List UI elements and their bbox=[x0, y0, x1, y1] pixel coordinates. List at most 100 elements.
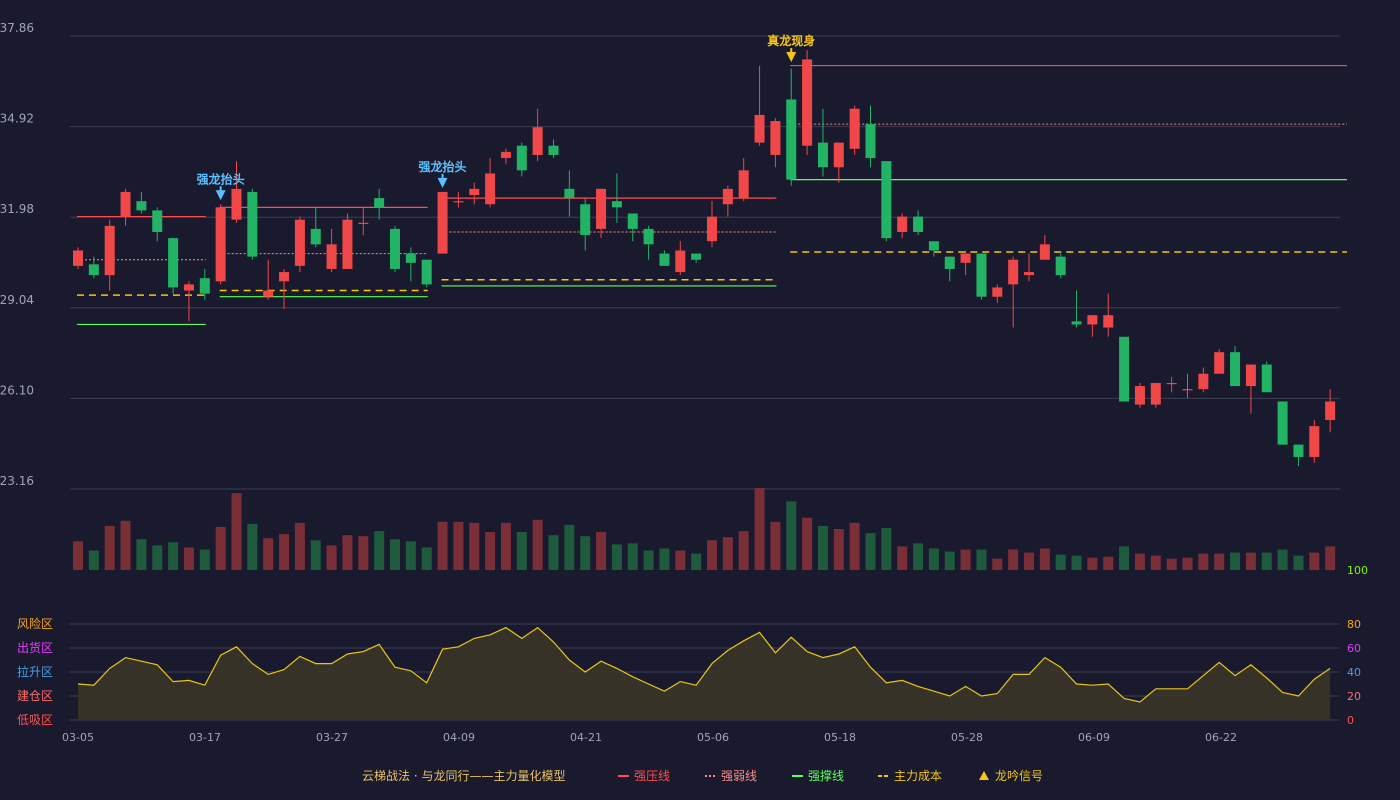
date-tick-label: 06-09 bbox=[1078, 731, 1110, 744]
candle bbox=[199, 268, 210, 300]
candle bbox=[247, 188, 258, 260]
legend-label: 强撑线 bbox=[808, 768, 844, 783]
candle-body bbox=[136, 201, 147, 211]
candle bbox=[469, 182, 480, 205]
price-tick-label: 31.98 bbox=[0, 202, 34, 216]
candle bbox=[326, 228, 337, 273]
indicator-zone-label: 低吸区 bbox=[17, 713, 53, 727]
candle-body bbox=[1309, 426, 1320, 457]
volume-bar bbox=[1198, 553, 1209, 570]
candle bbox=[1055, 253, 1066, 279]
indicator-zone-label: 拉升区 bbox=[17, 664, 53, 679]
volume-bar bbox=[390, 539, 400, 570]
candle-body bbox=[1166, 382, 1177, 385]
candle-body bbox=[928, 241, 939, 251]
legend-title: 云梯战法 · 与龙同行——主力量化模型 bbox=[362, 769, 565, 783]
indicator-tick-label: 20 bbox=[1347, 690, 1361, 703]
candlesticks bbox=[73, 50, 1336, 467]
candle-body bbox=[215, 207, 226, 282]
candle-body bbox=[722, 188, 733, 205]
candle-body bbox=[485, 173, 496, 205]
candle-body bbox=[675, 250, 686, 273]
volume-bar bbox=[1293, 555, 1304, 570]
candle bbox=[485, 158, 496, 208]
indicator-zone-label: 出货区 bbox=[17, 640, 53, 655]
candle bbox=[643, 225, 654, 260]
candle-body bbox=[437, 191, 448, 254]
candle bbox=[453, 191, 464, 208]
volume-bar bbox=[691, 553, 702, 570]
candle bbox=[437, 191, 448, 254]
volume-bar bbox=[152, 545, 163, 570]
price-tick-label: 34.92 bbox=[0, 112, 34, 126]
candle-body bbox=[263, 290, 274, 297]
candle bbox=[913, 210, 924, 236]
signal-label: 强龙抬头 bbox=[419, 159, 467, 174]
candle-body bbox=[405, 253, 416, 263]
candle-body bbox=[1039, 244, 1050, 260]
date-tick-label: 05-06 bbox=[697, 731, 729, 744]
volume-bar bbox=[1134, 553, 1145, 570]
legend-label: 强弱线 bbox=[721, 769, 757, 783]
volume-bar bbox=[707, 540, 717, 570]
signal-label: 真龙现身 bbox=[767, 33, 815, 48]
volume-bar bbox=[326, 545, 337, 570]
candle-body bbox=[865, 124, 876, 159]
candle-body bbox=[580, 204, 591, 236]
volume-bar bbox=[405, 541, 416, 570]
candle-body bbox=[199, 278, 210, 294]
candle bbox=[1119, 336, 1130, 402]
candle bbox=[976, 253, 987, 300]
volume-bar bbox=[722, 537, 733, 570]
candle-body bbox=[358, 222, 369, 224]
volume-bar bbox=[1214, 553, 1225, 570]
candle-body bbox=[611, 201, 622, 208]
candle bbox=[1039, 235, 1050, 260]
volume-bar bbox=[453, 521, 464, 570]
candle bbox=[596, 188, 607, 239]
volume-bar bbox=[215, 526, 226, 570]
candle bbox=[675, 241, 686, 276]
date-tick-label: 05-18 bbox=[824, 731, 856, 744]
candle-body bbox=[770, 121, 781, 155]
candle-body bbox=[754, 114, 765, 143]
volume-bar bbox=[881, 527, 892, 570]
candle-body bbox=[992, 287, 1003, 297]
candle bbox=[611, 173, 622, 223]
candle bbox=[136, 191, 147, 214]
candle-body bbox=[1182, 389, 1193, 391]
volume-bar bbox=[485, 532, 496, 570]
date-tick-label: 03-17 bbox=[189, 731, 221, 744]
candle-body bbox=[802, 59, 813, 146]
candle-body bbox=[1261, 364, 1272, 393]
candle-body bbox=[564, 188, 575, 199]
candle bbox=[691, 253, 702, 263]
volume-bar bbox=[437, 521, 448, 570]
candle-body bbox=[659, 253, 670, 266]
volume-bar bbox=[992, 558, 1003, 570]
volume-bar bbox=[944, 551, 955, 570]
volume-bar bbox=[1182, 557, 1193, 570]
volume-bar bbox=[611, 544, 622, 570]
indicator-zone-label: 风险区 bbox=[17, 616, 53, 631]
volume-bar bbox=[1008, 549, 1019, 570]
candle-body bbox=[152, 210, 163, 232]
candle bbox=[1198, 367, 1209, 393]
legend: 云梯战法 · 与龙同行——主力量化模型 强压线 强弱线 强撑线 主力成本 龙吟信号 bbox=[362, 768, 1043, 783]
legend-label: 强压线 bbox=[634, 769, 670, 783]
volume-bar bbox=[580, 536, 591, 570]
candle bbox=[168, 238, 179, 294]
indicator-tick-label: 40 bbox=[1347, 666, 1361, 679]
indicator-panel bbox=[77, 626, 1331, 720]
candle bbox=[1277, 401, 1288, 445]
legend-triangle-icon bbox=[979, 771, 989, 780]
candle bbox=[421, 259, 432, 288]
date-tick-label: 03-27 bbox=[316, 731, 348, 744]
candle-body bbox=[73, 250, 83, 266]
volume-bar bbox=[136, 539, 147, 570]
candle bbox=[73, 247, 83, 269]
candle-body bbox=[532, 127, 543, 155]
candle-body bbox=[1150, 382, 1161, 405]
candle-body bbox=[469, 188, 480, 196]
volume-bar bbox=[960, 549, 971, 570]
